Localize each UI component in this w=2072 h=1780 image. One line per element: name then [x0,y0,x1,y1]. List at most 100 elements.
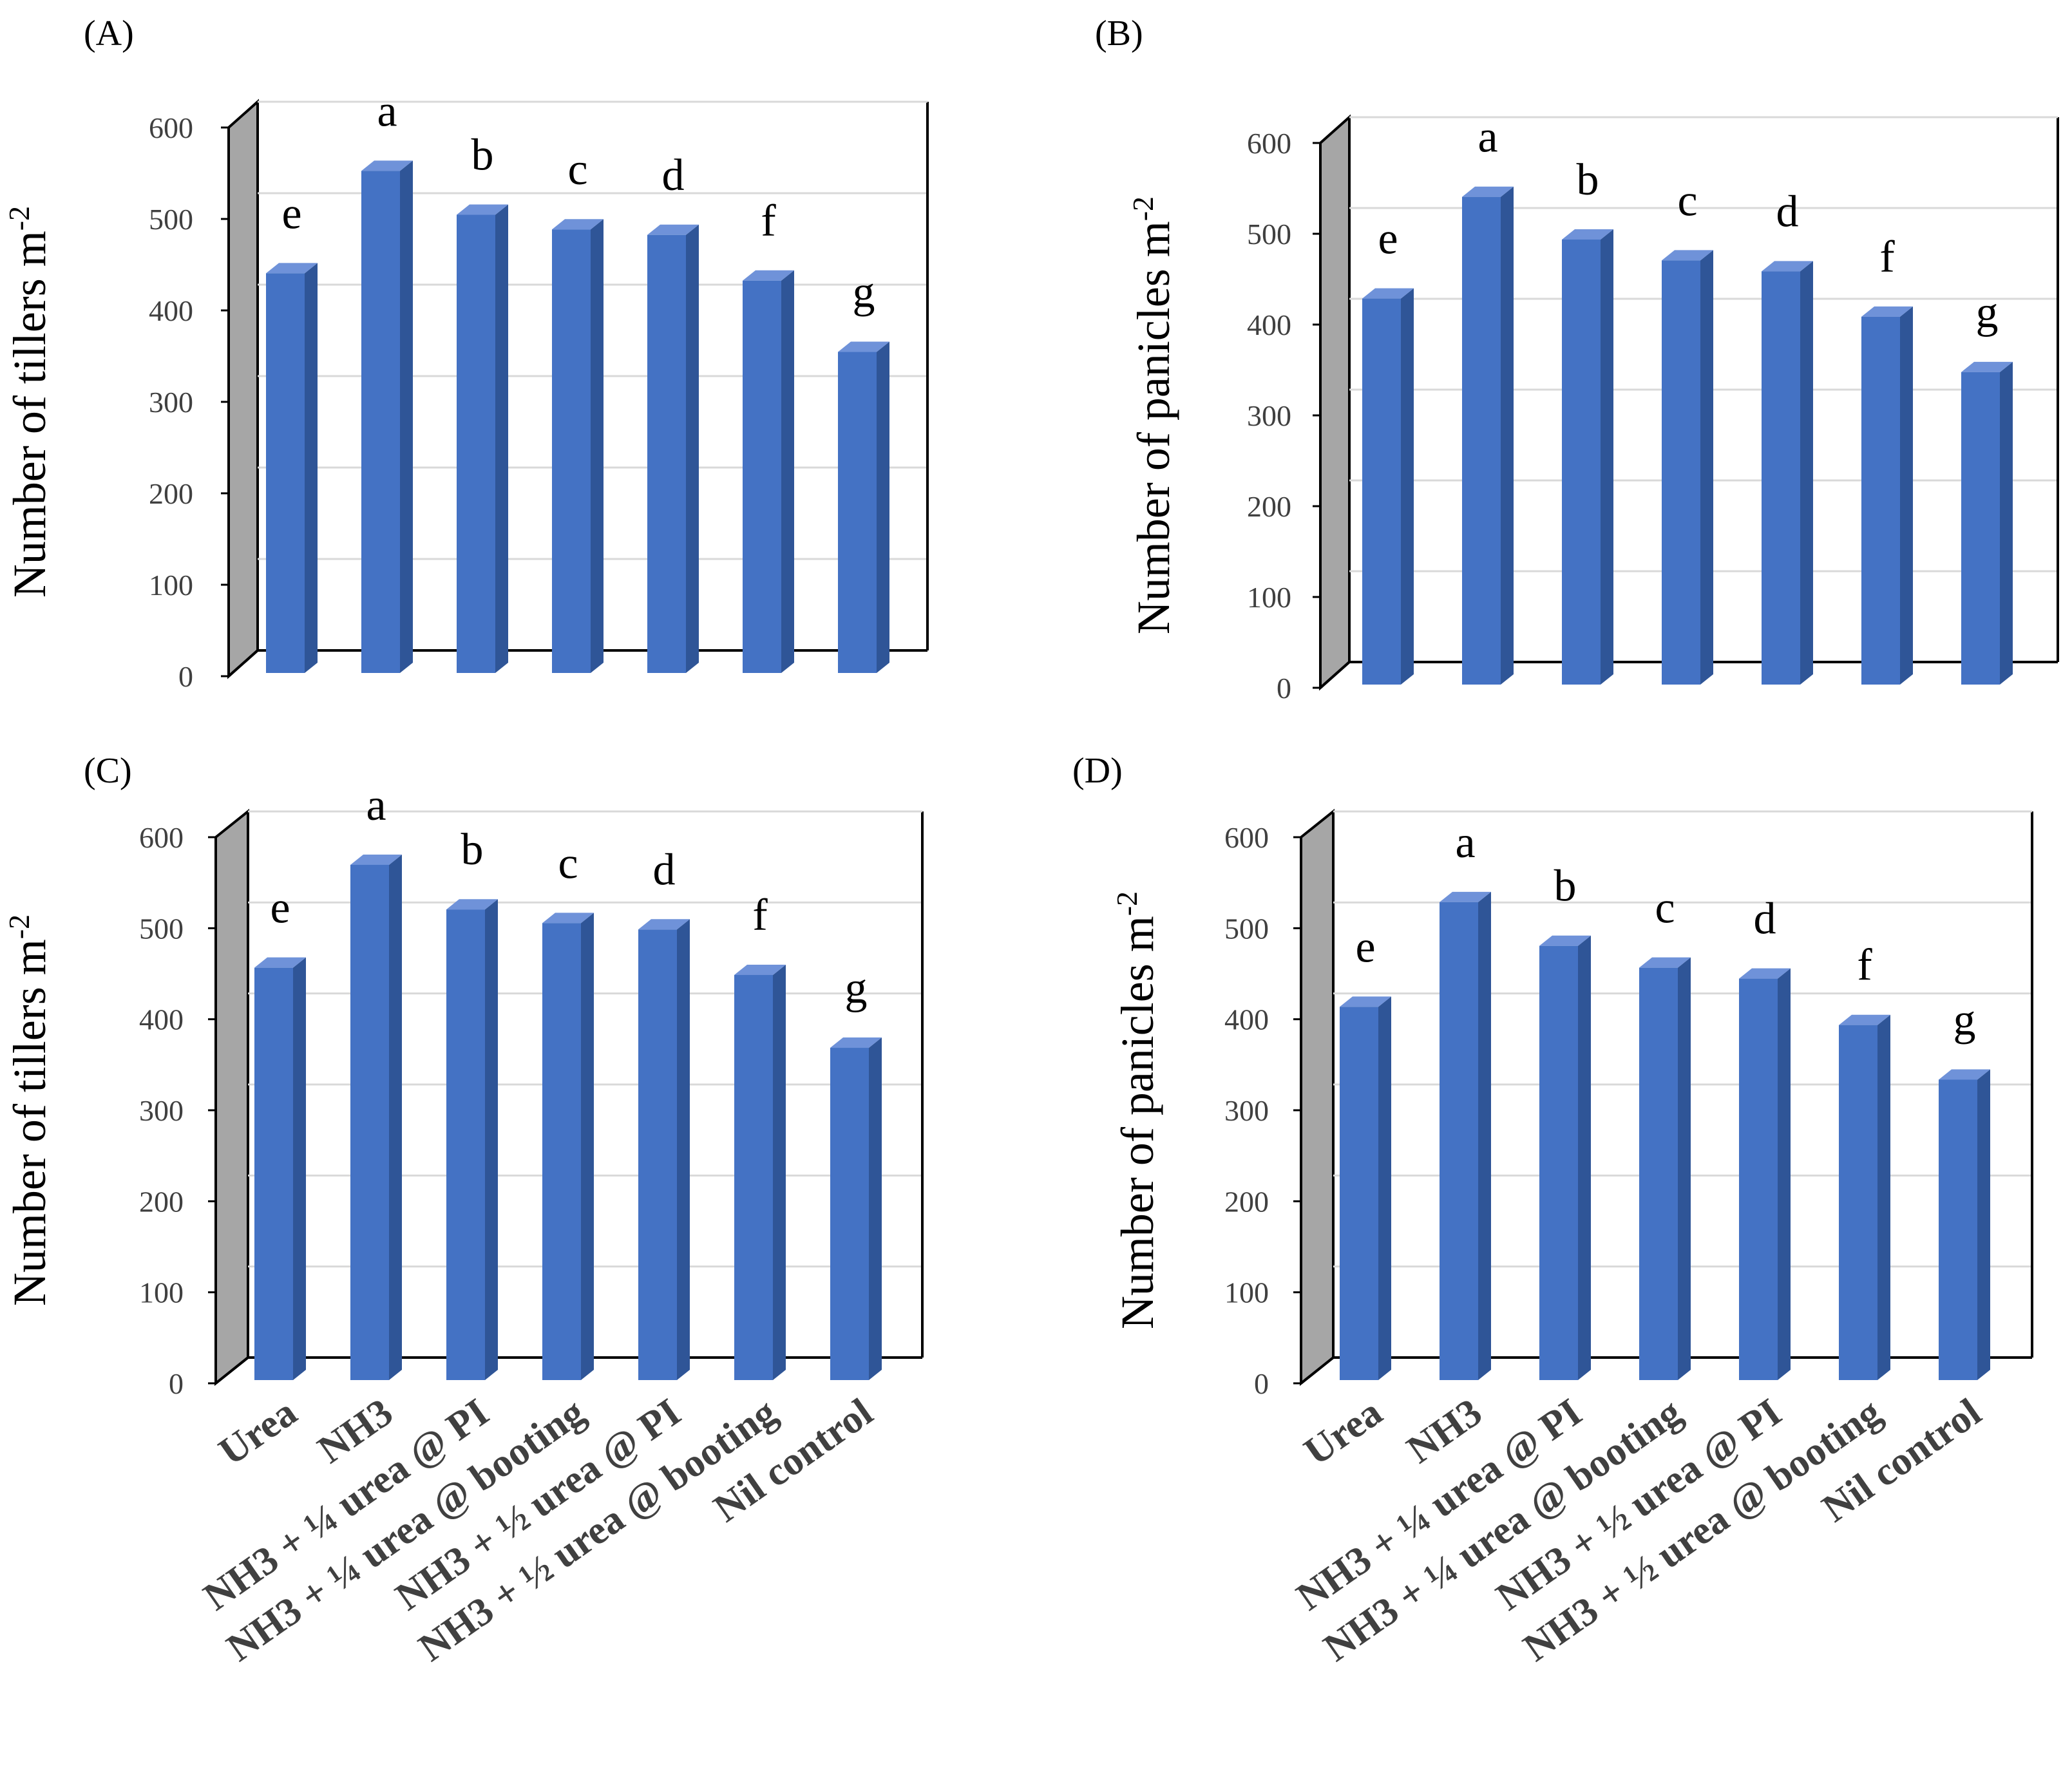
bar-side [1877,1014,1890,1380]
bar-front [1639,967,1678,1380]
significance-letter: d [662,151,685,200]
bar-top [1639,957,1691,968]
y-tick-label: 0 [1254,1367,1269,1400]
y-tick-label: 400 [1247,308,1291,341]
bar-top [830,1037,882,1048]
y-axis-title: Number of tillers m-2 [3,914,56,1306]
y-tick-label: 100 [1247,581,1291,614]
y-tick-label: 0 [169,1367,184,1400]
side-wall [227,99,259,679]
bar-top [1539,935,1591,946]
significance-letter: a [366,781,386,830]
significance-letter: g [1976,288,1999,337]
bar-top [734,964,786,975]
bar-side [591,219,604,673]
significance-letter: b [1577,155,1599,205]
bar [254,957,306,1380]
bar-top [266,263,318,274]
significance-letter: e [1378,214,1398,264]
bar-front [838,352,877,673]
bar-side [877,341,889,673]
bar-top [1340,996,1391,1007]
bar-side [1578,935,1591,1380]
y-tick-label: 600 [1224,821,1269,854]
y-tick-label: 300 [139,1094,184,1127]
y-axis-title-superscript: -2 [3,206,35,231]
floor-left-edge [214,1356,249,1385]
bar [361,160,413,674]
bar-side [293,957,306,1380]
y-tick-label: 100 [139,1276,184,1309]
bar-side [1478,891,1491,1380]
panel-label: (D) [1072,751,1123,791]
y-tick-label: 500 [1247,218,1291,251]
y-tick-label: 500 [1224,912,1269,945]
y-tick-label: 200 [1247,490,1291,523]
significance-letter: c [1677,176,1697,225]
bar [743,270,794,673]
bar-side [1778,968,1791,1380]
side-wall [1300,808,1335,1387]
y-tick-label: 400 [149,294,193,327]
bar [1762,261,1813,685]
significance-letter: e [1355,922,1375,972]
bar-side [1800,261,1813,685]
bar-front [361,171,400,673]
bar [1340,996,1391,1380]
bar [1739,968,1791,1380]
side-wall [1319,114,1351,691]
y-tick-label: 500 [139,912,184,945]
bar-front [266,273,305,673]
bar [350,854,402,1380]
significance-letter: f [752,891,768,940]
bar-side [581,913,594,1380]
y-axis-title-superscript: -2 [1126,196,1159,221]
chart-panel-b: (B) 0 100 200 300 400 500 600 Number of panicles… [1095,14,2059,705]
bar-front [1739,978,1778,1380]
y-tick-label: 600 [1247,127,1291,160]
bar-top [542,913,594,923]
bar-front [1562,239,1601,685]
bar-front [542,923,581,1380]
y-axis-title-text: Number of panicles m [1112,916,1163,1329]
bar [647,224,699,673]
bar-front [457,214,495,673]
chart-panel-d: (D) 0 100 200 300 400 500 600 Number of panicles… [1072,751,2033,1670]
bar-front [1762,271,1800,685]
panel-label: (C) [84,751,132,791]
bar-top [1861,306,1913,317]
bar-side [1401,288,1414,685]
bar-top [1662,250,1713,261]
significance-letter: d [1754,895,1776,944]
bar-front [1839,1025,1877,1380]
y-tick-label: 400 [1224,1003,1269,1036]
bar-front [446,909,485,1380]
bar-top [254,957,306,968]
significance-letter: c [558,838,578,888]
y-tick-label: 600 [139,821,184,854]
chart-panel-c: (C) 0 100 200 300 400 500 600 Number of tillers … [3,751,924,1670]
bar-side [1501,186,1514,685]
bar-top [1839,1014,1890,1025]
bar-side [686,224,699,673]
panel-label: (A) [84,14,134,53]
bar-top [1440,891,1491,902]
significance-letter: c [1655,884,1675,933]
bar-top [457,204,508,215]
bar-front [1861,316,1900,685]
bar [266,263,318,673]
significance-letter: c [567,145,587,194]
bar-side [869,1037,882,1380]
bar-side [781,270,794,673]
bar [1362,288,1414,685]
y-tick-label: 200 [149,477,193,510]
significance-letter: g [1953,995,1976,1045]
bar-side [305,263,318,673]
bar-front [1662,260,1700,685]
y-tick-label: 0 [1277,672,1291,705]
bar-front [1362,298,1401,685]
bar-front [830,1048,869,1380]
y-tick-label: 200 [139,1185,184,1218]
significance-letter: b [461,825,484,875]
